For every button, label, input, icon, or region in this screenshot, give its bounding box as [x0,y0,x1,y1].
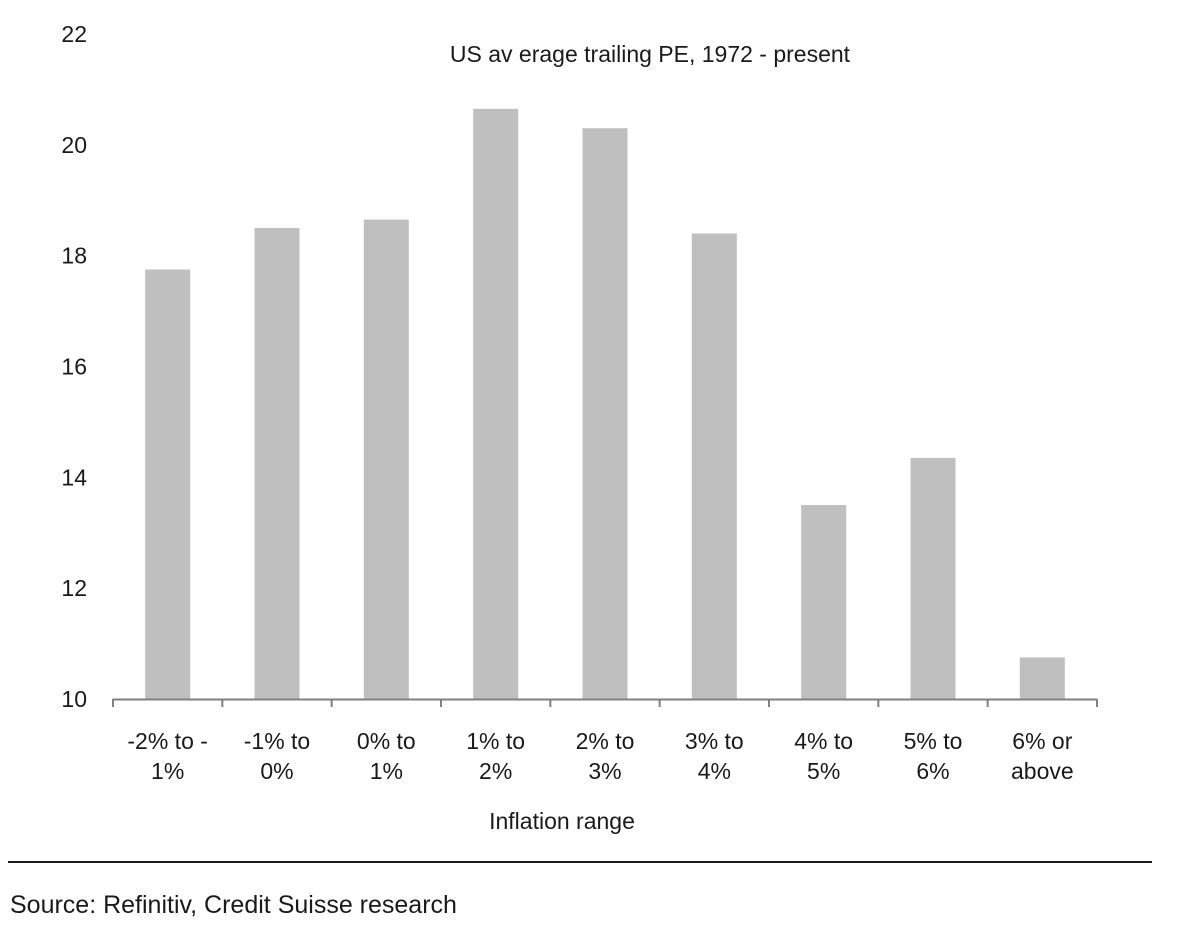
y-tick-label: 20 [61,132,87,158]
x-axis [112,698,1098,707]
x-tick-label-line: 4% to [794,728,853,754]
chart-title: US av erage trailing PE, 1972 - present [450,41,851,67]
bar-chart: US av erage trailing PE, 1972 - present … [61,21,1098,834]
bar [582,128,628,700]
bar [363,219,409,700]
x-tick-label-line: 5% to [904,728,963,754]
x-tick-label-line: 3% [588,758,621,784]
x-tick-label-line: -2% to - [127,728,208,754]
x-tick-label: 5% to 6% [904,728,963,784]
x-tick-label-line: 1% [370,758,403,784]
y-tick-label: 10 [61,686,87,712]
x-tick-label: 4% to 5% [794,728,853,784]
bar [473,108,519,699]
y-tick-label: 18 [61,243,87,269]
x-tick-label-line: 4% [698,758,731,784]
bar [801,505,847,699]
x-tick-label-line: 6% or [1012,728,1072,754]
x-tick-label-line: 1% to [466,728,525,754]
x-tick-label-line: 6% [916,758,949,784]
x-tick-label: -1% to 0% [244,728,310,784]
x-tick-label-line: 2% to [576,728,635,754]
y-axis: 10 12 14 16 18 20 22 [61,21,87,712]
bar [145,269,191,699]
x-tick-label-line: 5% [807,758,840,784]
divider-line [8,861,1152,863]
x-tick-label: 6% or above [1011,728,1074,784]
x-tick-labels: -2% to - 1% -1% to 0% 0% to 1% 1% to 2% 2% to 3% 3… [127,728,1073,784]
y-tick-label: 16 [61,354,87,380]
x-axis-title: Inflation range [489,808,635,834]
x-tick-label: 1% to 2% [466,728,525,784]
x-tick-label-line: 0% to [357,728,416,754]
source-note: Source: Refinitiv, Credit Suisse researc… [10,891,457,919]
x-tick-label-line: 2% [479,758,512,784]
x-tick-label: -2% to - 1% [127,728,208,784]
y-tick-label: 14 [61,464,87,490]
y-tick-label: 22 [61,21,87,47]
x-tick-label: 2% to 3% [576,728,635,784]
x-tick-label: 3% to 4% [685,728,744,784]
x-tick-label-line: 3% to [685,728,744,754]
bars [145,108,1065,700]
bar [1019,657,1065,699]
x-tick-label-line: -1% to [244,728,310,754]
bar [910,457,956,699]
y-tick-label: 12 [61,575,87,601]
x-tick-label-line: above [1011,758,1074,784]
bar [691,233,737,699]
x-tick-label-line: 0% [260,758,293,784]
x-tick-label: 0% to 1% [357,728,416,784]
bar [254,227,300,700]
x-tick-label-line: 1% [151,758,184,784]
